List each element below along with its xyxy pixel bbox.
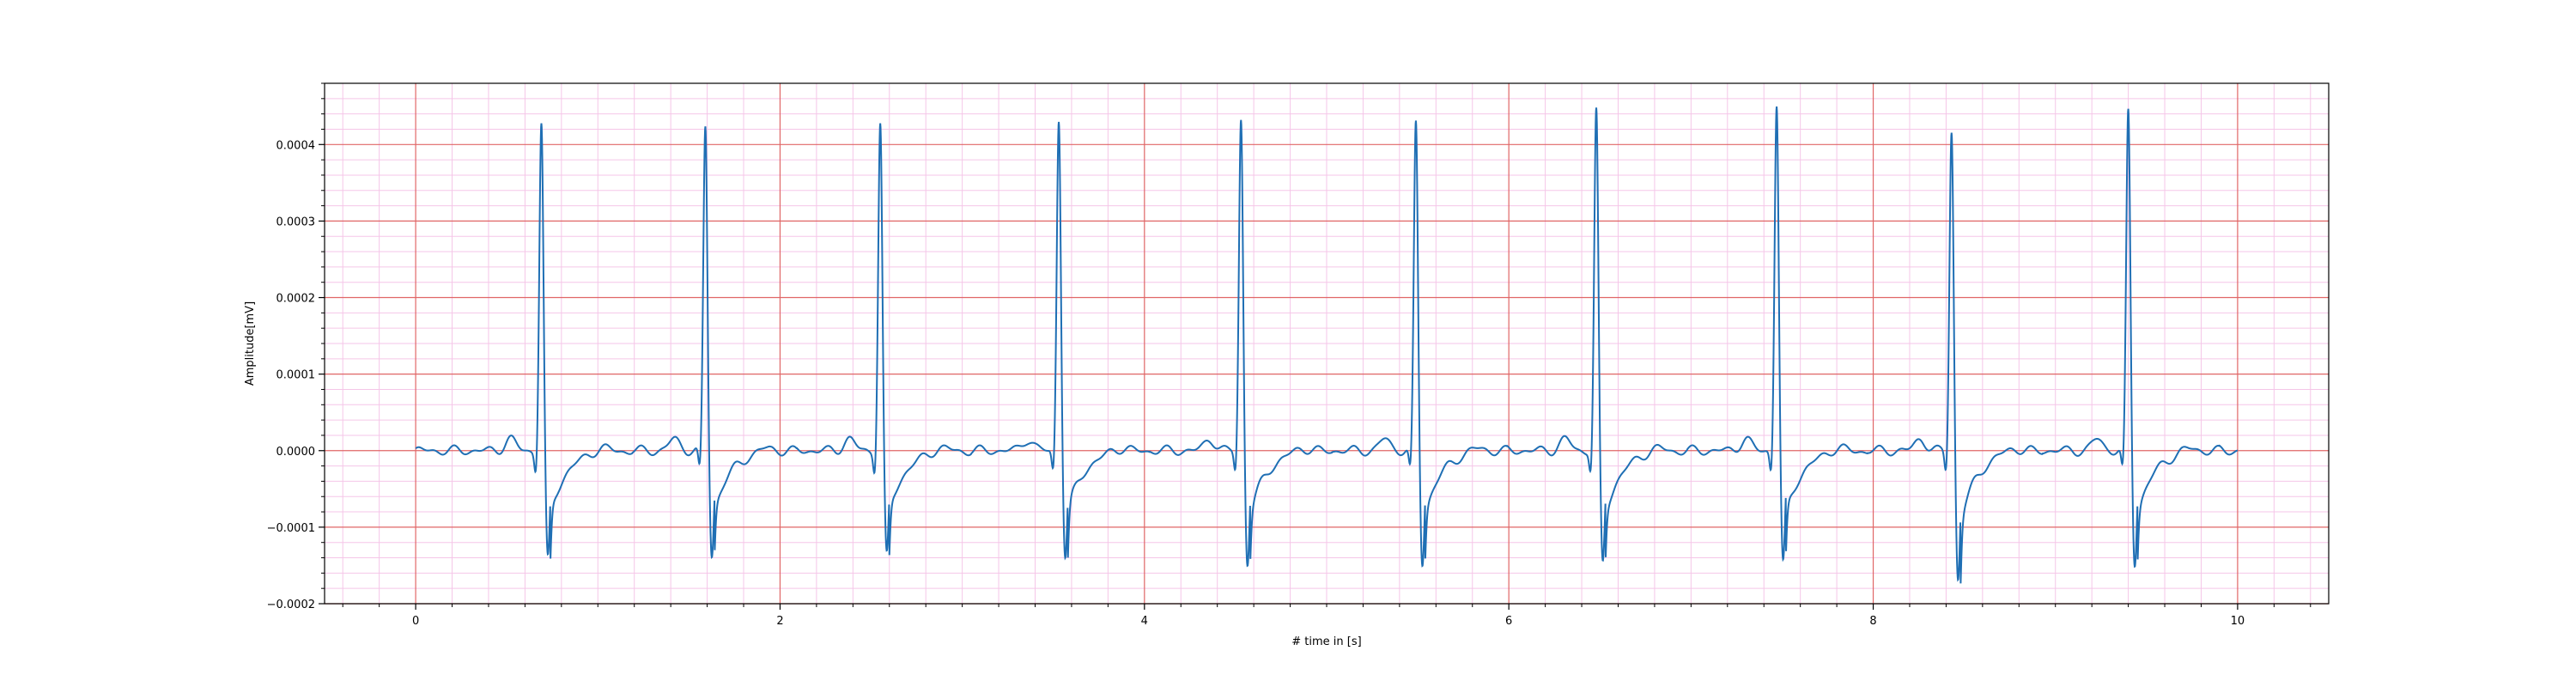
x-tick-label: 4: [1141, 615, 1148, 628]
x-axis-ticks: 0 2 4 6 8 10: [342, 604, 2312, 628]
y-axis-ticks: −0.0002 −0.0001 0.0000 0.0001 0.0002 0.0003 0.…: [267, 82, 325, 611]
y-tick-label: 0.0002: [276, 293, 316, 306]
y-tick-label: 0.0004: [276, 139, 316, 152]
x-tick-label: 10: [2231, 615, 2245, 628]
x-tick-label: 2: [776, 615, 783, 628]
y-tick-label: 0.0001: [276, 369, 316, 382]
y-axis-label: Amplitude[mV]: [244, 301, 257, 386]
x-tick-label: 8: [1869, 615, 1876, 628]
y-tick-label: 0.0000: [276, 446, 316, 459]
y-tick-label: −0.0001: [267, 522, 315, 535]
x-tick-label: 6: [1505, 615, 1512, 628]
y-tick-label: 0.0003: [276, 216, 316, 228]
x-tick-label: 0: [412, 615, 419, 628]
ecg-series-line: [415, 106, 2239, 584]
y-tick-label: −0.0002: [267, 599, 315, 611]
x-axis-label: # time in [s]: [1291, 635, 1361, 648]
